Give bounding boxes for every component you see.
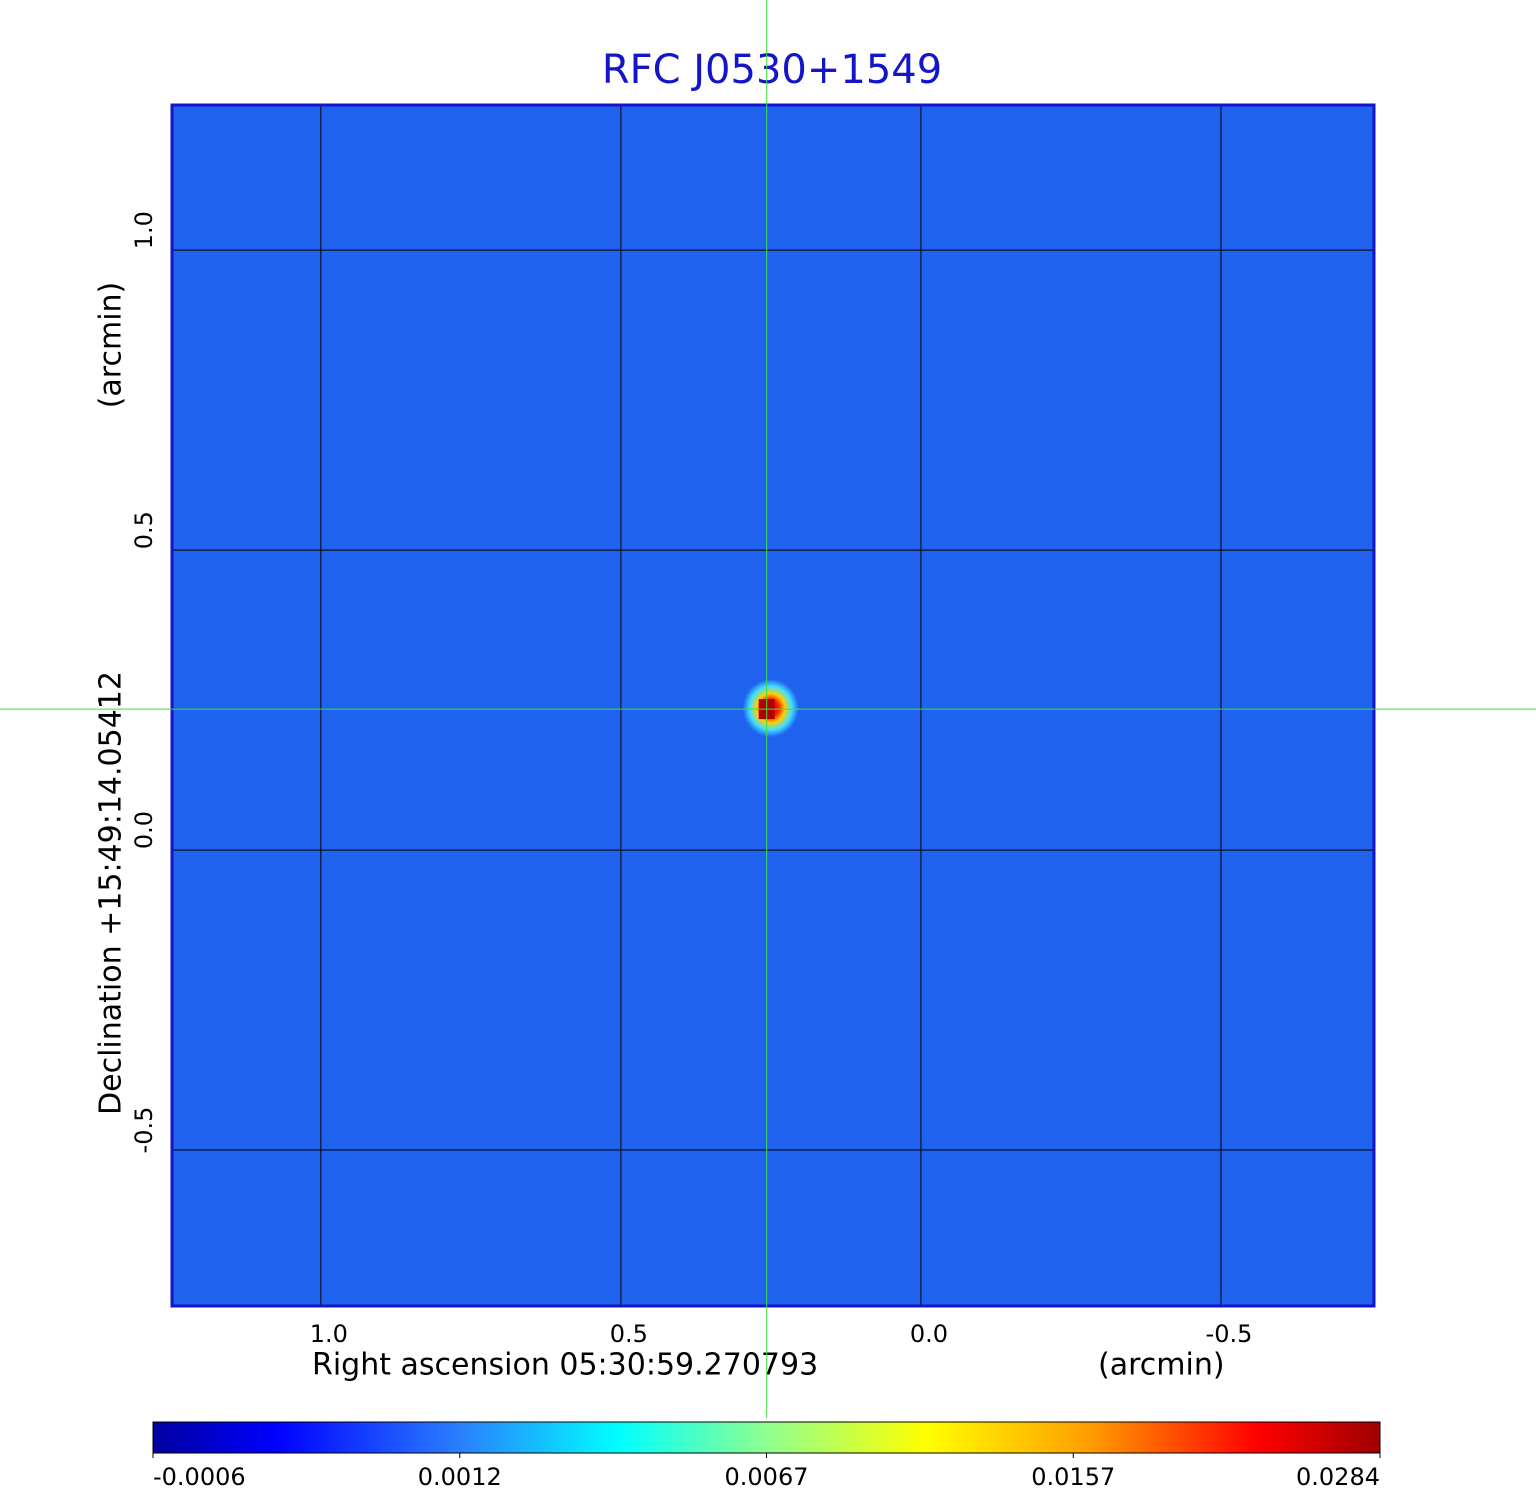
frame xyxy=(170,103,1376,1308)
colorbar-tick-label: 0.0067 xyxy=(725,1463,809,1491)
x-tick-label: 0.5 xyxy=(610,1320,648,1348)
x-tick-label: -0.5 xyxy=(1206,1320,1253,1348)
y-tick-label: -0.5 xyxy=(130,1107,158,1154)
y-tick-label: 0.0 xyxy=(130,811,158,849)
y-axis-unit: (arcmin) xyxy=(94,282,129,409)
y-tick-label: 0.5 xyxy=(130,511,158,549)
y-tick-label: 1.0 xyxy=(130,211,158,249)
colorbar xyxy=(152,1421,1381,1454)
colorbar-tick-label: 0.0012 xyxy=(418,1463,502,1491)
colorbar-tick-label: 0.0157 xyxy=(1031,1463,1115,1491)
colorbar-tick-label: 0.0284 xyxy=(1296,1463,1380,1491)
x-tick-label: 1.0 xyxy=(310,1320,348,1348)
x-axis-label: Right ascension 05:30:59.270793 xyxy=(312,1348,818,1383)
x-tick-label: 0.0 xyxy=(910,1320,948,1348)
x-axis-unit: (arcmin) xyxy=(1098,1348,1225,1383)
y-axis-label: Declination +15:49:14.05412 xyxy=(94,671,129,1115)
chart-title: RFC J0530+1549 xyxy=(602,47,942,93)
colorbar-tick-label: -0.0006 xyxy=(153,1463,246,1491)
